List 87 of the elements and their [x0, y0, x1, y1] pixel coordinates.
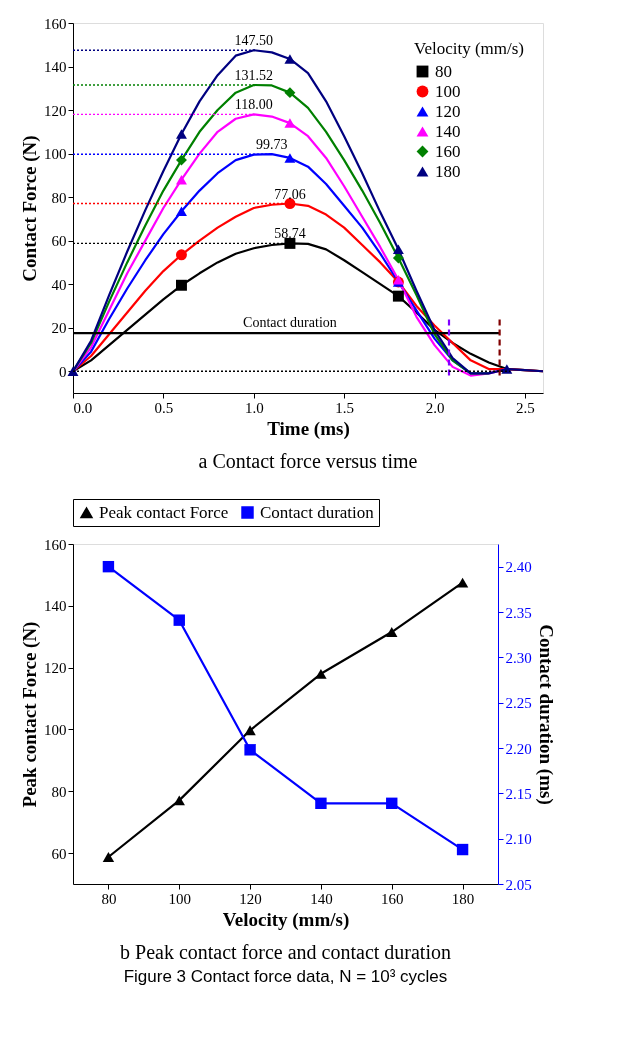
legend-label: Peak contact Force: [99, 502, 229, 522]
y-tick-label: 60: [51, 845, 67, 862]
point: [173, 795, 185, 806]
y2-tick-label: 2.05: [505, 876, 532, 893]
point: [102, 852, 115, 862]
point: [175, 129, 187, 139]
y-tick-label: 140: [44, 59, 67, 76]
ref-line-label: 58.74: [274, 226, 306, 242]
ref-line-label: 131.52: [234, 67, 274, 83]
x-tick-label: 0.0: [73, 399, 93, 416]
point: [284, 118, 296, 128]
y-axis-title: Peak contact Force (N): [19, 621, 41, 808]
ref-line-label: 77.06: [274, 186, 306, 202]
point: [284, 54, 296, 64]
legend-label: 100: [435, 81, 461, 101]
x-tick-label: 120: [239, 890, 262, 907]
x-tick-label: 160: [381, 890, 404, 907]
point: [175, 154, 187, 166]
legend-label: 180: [435, 161, 461, 181]
legend-label: Contact duration: [260, 502, 375, 522]
point: [284, 87, 296, 99]
y2-tick-label: 2.20: [505, 740, 532, 757]
y2-tick-label: 2.10: [505, 831, 532, 848]
point: [456, 843, 469, 856]
point: [173, 614, 185, 626]
y2-tick-label: 2.15: [505, 785, 532, 802]
x-tick-label: 2.5: [516, 399, 535, 416]
legend-label: 80: [435, 61, 452, 81]
x-tick-label: 80: [101, 890, 117, 907]
point: [456, 577, 469, 588]
legend-label: 140: [435, 121, 461, 141]
y-tick-label: 20: [51, 320, 67, 337]
annotation: Contact duration: [243, 315, 337, 331]
y-tick-label: 120: [44, 102, 67, 119]
x-tick-label: 1.0: [244, 399, 264, 416]
point: [392, 244, 404, 255]
y-tick-label: 60: [51, 233, 67, 250]
legend-label: 160: [435, 141, 461, 161]
x-tick-label: 0.5: [154, 399, 174, 416]
point: [284, 153, 296, 163]
point: [67, 366, 79, 376]
y-axis-title: Contact Force (N): [19, 135, 41, 282]
caption: Figure 3 Contact force data, N = 10³ cycles: [123, 967, 448, 986]
x-tick-label: 2.0: [425, 399, 445, 416]
x-tick-label: 100: [168, 890, 191, 907]
text: b Peak contact force and contact duration: [120, 941, 451, 963]
point: [175, 249, 187, 261]
point: [175, 279, 187, 291]
ref-line-label: 118.00: [234, 97, 273, 113]
y-tick-label: 160: [44, 536, 67, 553]
point: [284, 237, 296, 249]
point: [244, 744, 256, 756]
y-tick-label: 40: [51, 276, 67, 293]
y2-tick-label: 2.35: [505, 604, 532, 621]
point: [501, 364, 513, 374]
point: [284, 198, 296, 209]
point: [102, 560, 115, 573]
x-axis-title: Time (ms): [267, 417, 350, 440]
text: a Contact force versus time: [198, 450, 418, 472]
point: [244, 725, 256, 736]
x-axis-title: Velocity (mm/s): [222, 908, 350, 931]
point: [392, 290, 404, 302]
y2-tick-label: 2.25: [505, 695, 532, 712]
point: [175, 174, 187, 185]
y2-axis-title: Contact duration (ms): [534, 624, 557, 805]
y-tick-label: 140: [44, 598, 67, 615]
y-tick-label: 0: [59, 363, 67, 380]
x-tick-label: 1.5: [335, 399, 355, 416]
y-tick-label: 120: [44, 660, 67, 677]
ref-line-label: 147.50: [234, 33, 274, 49]
y-tick-label: 80: [51, 189, 67, 206]
legend-label: 120: [435, 101, 461, 121]
point: [175, 206, 187, 217]
x-tick-label: 180: [451, 890, 475, 907]
point: [386, 797, 398, 810]
legend-title: Velocity (mm/s): [414, 39, 525, 58]
x-tick-label: 140: [310, 890, 333, 907]
point: [315, 668, 327, 679]
y-tick-label: 100: [44, 721, 67, 738]
point: [315, 797, 327, 810]
y2-tick-label: 2.40: [505, 559, 532, 576]
ref-line-label: 99.73: [256, 137, 288, 153]
y2-tick-label: 2.30: [505, 649, 532, 666]
y-tick-label: 80: [51, 783, 67, 800]
point: [386, 627, 398, 637]
y-tick-label: 160: [44, 15, 67, 32]
y-tick-label: 100: [44, 146, 67, 163]
